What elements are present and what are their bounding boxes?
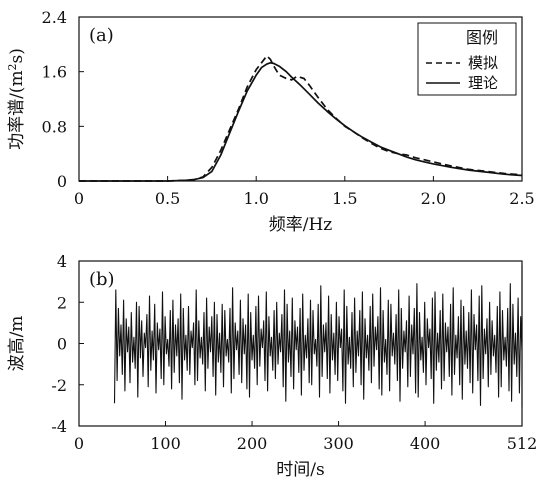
panel-b-y-axis-title: 波高/m [7, 316, 27, 372]
panel-b-label: (b) [89, 269, 115, 290]
y-tick-label: 0 [57, 172, 67, 191]
panel-a-label: (a) [89, 25, 114, 46]
series-line-theory [79, 61, 523, 182]
y-tick-label: -2 [51, 376, 67, 395]
panel-a-ticks: 0 0.5 1.0 1.5 2.0 2.5 0 0.8 1.6 2.4 [42, 8, 535, 208]
panel-a-y-axis-title-sup: 2 [6, 63, 19, 70]
x-tick-label: 0.5 [155, 189, 180, 208]
panel-a-power-spectrum: 0 0.5 1.0 1.5 2.0 2.5 0 0.8 1.6 2.4 (a) 频率/Hz 功率谱… [6, 8, 535, 235]
x-tick-label: 1.0 [243, 189, 268, 208]
legend: 图例 模拟 理论 [417, 22, 517, 96]
legend-title: 图例 [466, 28, 498, 47]
legend-label-theory: 理论 [468, 74, 498, 92]
x-tick-label: 400 [410, 434, 441, 453]
y-tick-label: 0 [57, 335, 67, 354]
x-tick-label: 512 [507, 434, 538, 453]
y-tick-label: 0.8 [42, 117, 67, 136]
panel-a-plot-frame [78, 16, 523, 182]
x-tick-label: 0 [74, 434, 84, 453]
y-tick-label: 2 [57, 293, 67, 312]
series-line-wave [113, 264, 523, 408]
panel-a-y-axis-title: 功率谱/(m2s) [6, 48, 28, 150]
panel-b-ticks: 0 100 200 300 400 512 4 2 0 -2 -4 [51, 252, 537, 453]
x-tick-label: 1.5 [332, 189, 357, 208]
panel-b-x-axis-title: 时间/s [276, 460, 324, 480]
x-tick-label: 0 [74, 189, 84, 208]
legend-label-sim: 模拟 [468, 54, 498, 72]
y-tick-label: 2.4 [42, 8, 67, 27]
panel-a-y-axis-title-tail: s) [7, 48, 27, 63]
x-tick-label: 300 [323, 434, 354, 453]
series-line-sim [79, 55, 523, 182]
x-tick-label: 200 [237, 434, 268, 453]
x-tick-label: 100 [150, 434, 181, 453]
panel-a-y-axis-title-main: 功率谱/(m [7, 70, 27, 149]
x-tick-label: 2.5 [509, 189, 534, 208]
panel-a-x-axis-title: 频率/Hz [269, 215, 333, 235]
panel-b-series [113, 264, 523, 408]
y-tick-label: 4 [57, 252, 67, 271]
y-tick-label: -4 [51, 417, 67, 436]
panel-a-series [79, 55, 523, 182]
x-tick-label: 2.0 [421, 189, 446, 208]
y-tick-label: 1.6 [42, 63, 67, 82]
panel-b-wave-height: 0 100 200 300 400 512 4 2 0 -2 -4 (b) 时间/s 波高/m [7, 252, 537, 480]
